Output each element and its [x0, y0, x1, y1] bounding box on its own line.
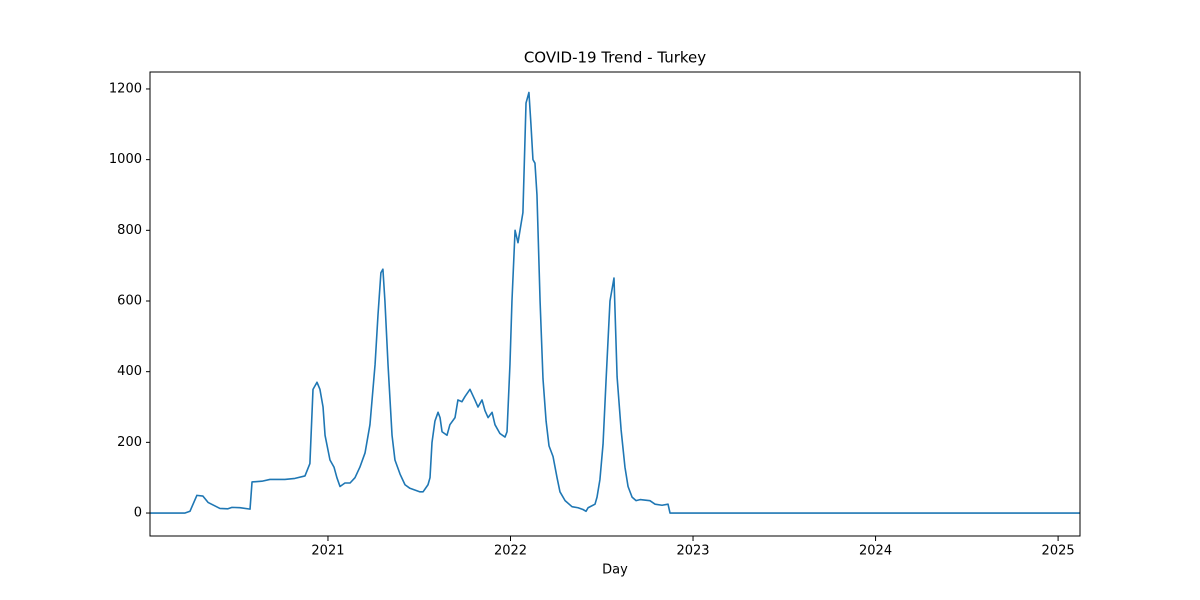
y-tick-label: 200	[117, 435, 142, 450]
y-tick-label: 1000	[109, 152, 142, 167]
y-tick-label: 400	[117, 364, 142, 379]
y-tick-label: 0	[134, 506, 142, 521]
chart-title: COVID-19 Trend - Turkey	[524, 49, 706, 67]
x-axis-label: Day	[602, 563, 628, 578]
y-tick-label: 1200	[109, 81, 142, 96]
x-tick-label: 2021	[311, 544, 344, 559]
y-tick-label: 600	[117, 293, 142, 308]
x-tick-label: 2023	[676, 544, 709, 559]
x-tick-label: 2022	[494, 544, 527, 559]
x-tick-label: 2024	[859, 544, 892, 559]
plot-frame	[149, 71, 1081, 537]
y-tick-label: 800	[117, 223, 142, 238]
x-tick-label: 2025	[1042, 544, 1075, 559]
line	[150, 91, 1080, 514]
